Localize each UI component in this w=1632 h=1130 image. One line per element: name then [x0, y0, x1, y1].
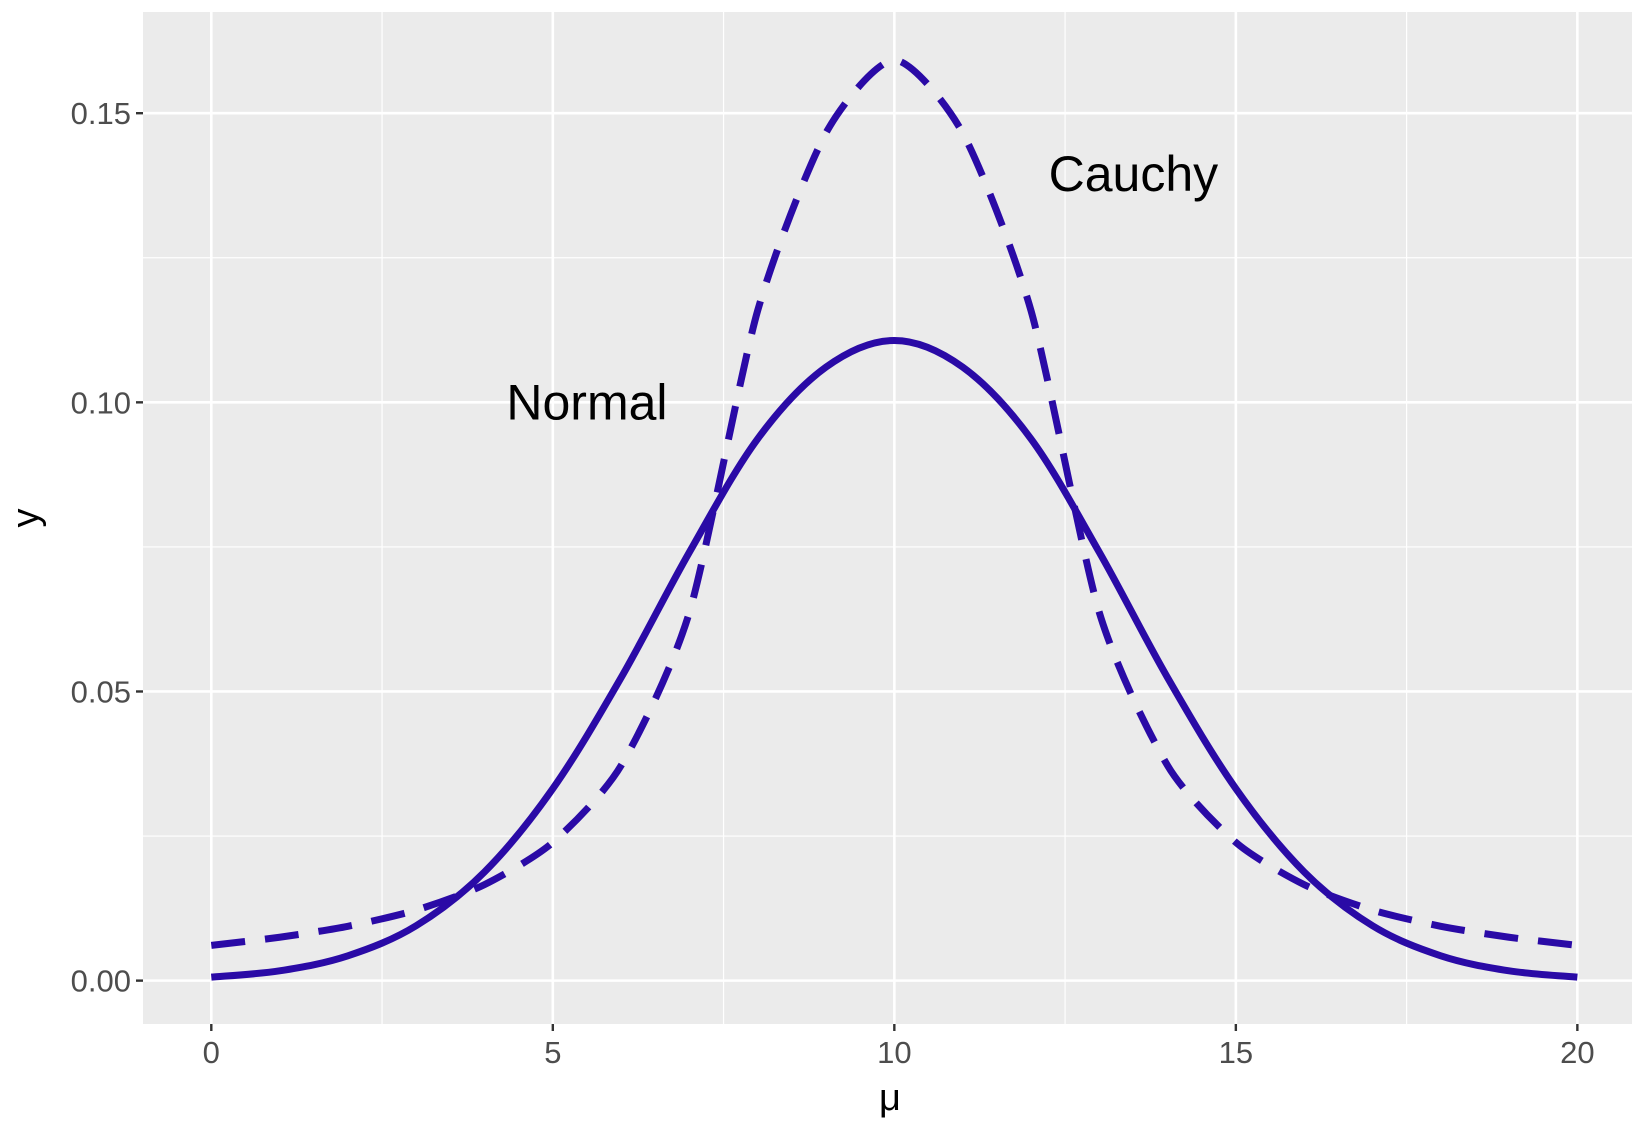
x-tick-label: 10: [877, 1035, 911, 1070]
y-tick-label: 0.05: [71, 674, 131, 709]
annotation-layer: Cauchy Normal: [506, 146, 1218, 430]
solid-series-line: [210, 336, 1578, 981]
annotation-label: Normal: [506, 374, 667, 430]
minor-gridlines: [143, 12, 1632, 1024]
y-axis-title: y: [5, 509, 47, 528]
y-tick-label: 0.15: [71, 96, 131, 131]
major-gridlines: [143, 12, 1632, 1024]
y-tick-label: 0.00: [71, 964, 131, 999]
x-tick-label: 5: [544, 1035, 561, 1070]
y-tick-label: 0.10: [71, 385, 131, 420]
dashed-series-line: [210, 56, 1578, 949]
series-layer: [210, 56, 1578, 981]
x-tick-label: 15: [1219, 1035, 1253, 1070]
x-tick-label: 0: [203, 1035, 220, 1070]
axis-layer: 0 5 10 15 20 0.00 0.05 0.10 0.15: [71, 96, 1595, 1070]
x-tick-label: 20: [1560, 1035, 1594, 1070]
plot-panel: [143, 12, 1632, 1024]
annotation-label: Cauchy: [1049, 146, 1219, 202]
x-axis-title: μ: [879, 1077, 901, 1119]
